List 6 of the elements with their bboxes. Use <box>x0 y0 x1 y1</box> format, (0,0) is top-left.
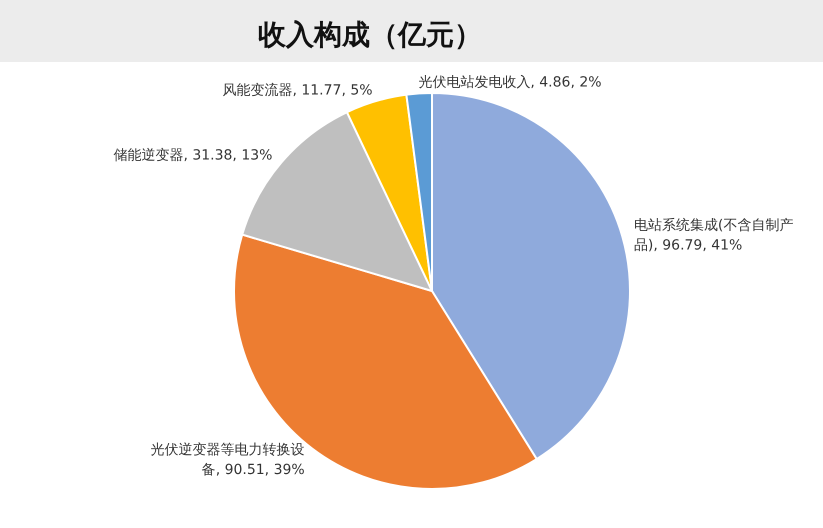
chart-title: 收入构成（亿元） <box>258 18 482 51</box>
slice-label: 电站系统集成(不含自制产品), 96.79, 41% <box>634 217 794 254</box>
slice-label: 光伏电站发电收入, 4.86, 2% <box>418 74 602 90</box>
slice-label: 光伏逆变器等电力转换设备, 90.51, 39% <box>150 442 305 478</box>
slice-label: 风能变流器, 11.77, 5% <box>222 82 373 99</box>
slice-label: 储能逆变器, 31.38, 13% <box>113 147 272 164</box>
